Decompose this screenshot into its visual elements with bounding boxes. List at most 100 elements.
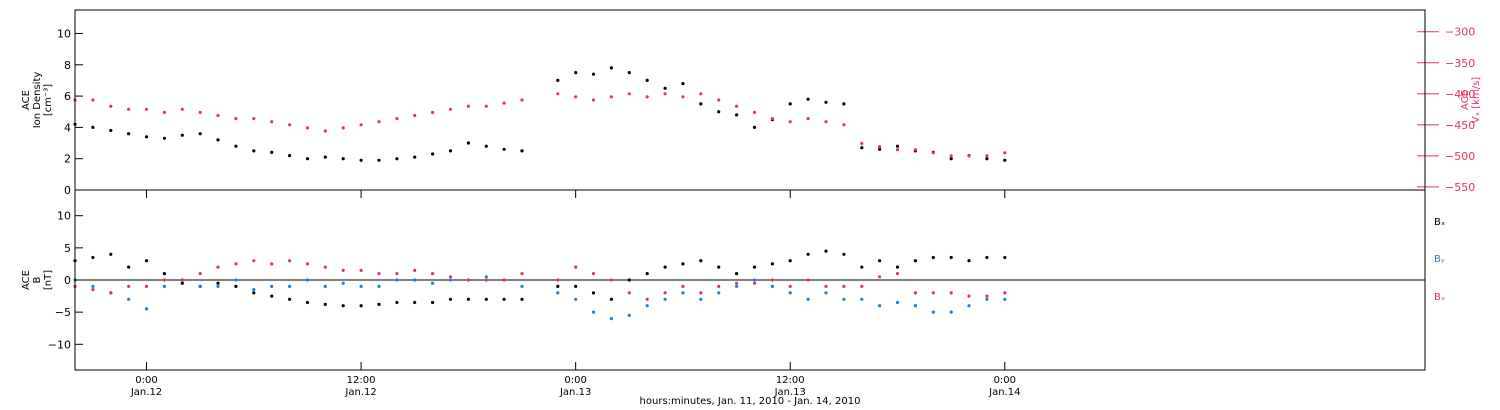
top-series-1-point-13	[305, 126, 310, 130]
bottom-series-1-point-15	[341, 281, 345, 285]
bottom-series-0-point-19	[413, 300, 417, 305]
top-series-0-point-5	[162, 136, 166, 140]
bottom-series-1-point-49	[967, 304, 971, 308]
top-series-0-point-50	[985, 157, 989, 161]
bottom-series-2-point-40	[806, 278, 810, 282]
bottom-series-0-point-44	[878, 259, 882, 263]
bottom-series-1-point-20	[431, 281, 435, 285]
bottom-series-0-point-14	[323, 302, 327, 306]
bottom-series-0-point-48	[949, 255, 953, 260]
bottom-series-0-point-4	[144, 259, 149, 263]
bottom-series-2-point-33	[681, 284, 685, 288]
top-ylabel-line-2: [cm⁻³]	[43, 84, 54, 116]
x-axis-ticks: 0:00Jan.1212:00Jan.120:00Jan.1312:00Jan.…	[130, 190, 1020, 398]
bottom-series-0-point-21	[448, 297, 453, 301]
top-series-1-point-27	[574, 95, 578, 99]
bottom-series-0-point-46	[913, 259, 918, 263]
bottom-panel: −10 −5 0 5 10 ACEB[nT] Bₓ Bᵧ Bₓ	[21, 189, 1445, 371]
top-ytick-label-1: 2	[64, 153, 71, 166]
top-series-0-point-17	[377, 158, 381, 162]
top-series-0-point-7	[198, 132, 202, 136]
top-series-0-point-45	[895, 144, 900, 148]
top-series-1-point-38	[770, 117, 775, 121]
bottom-series-2-point-10	[252, 259, 256, 263]
bottom-series-2-point-3	[127, 284, 131, 288]
bottom-series-2-point-25	[520, 272, 524, 276]
bottom-series-1-point-28	[591, 310, 596, 314]
top-series-1-point-33	[681, 95, 685, 99]
top-series-0-point-27	[574, 71, 578, 75]
bottom-ytick-label-0: −10	[48, 338, 71, 351]
bottom-series-2-point-18	[395, 272, 399, 276]
bottom-series-2-point-39	[788, 284, 792, 288]
top-series-1-point-10	[252, 117, 256, 121]
legend-entry-1: Bᵧ	[1434, 254, 1445, 265]
bottom-series-0-point-3	[127, 265, 131, 269]
bottom-ylabel-line-0: ACE	[21, 270, 32, 290]
top-series-0-point-6	[180, 133, 184, 137]
bottom-left-axis-ticks: −10 −5 0 5 10	[48, 210, 83, 351]
bottom-series-1-point-11	[270, 284, 274, 288]
bottom-series-1-point-50	[985, 297, 989, 301]
top-series-0-point-37	[752, 125, 757, 129]
bottom-series-1-point-26	[556, 291, 560, 295]
top-series-0-point-18	[395, 157, 399, 161]
top-series-0-point-48	[949, 157, 953, 161]
top-series-0-point-14	[323, 155, 327, 159]
bottom-series-0-point-31	[645, 272, 649, 276]
top-panel-ylabel: ACEIon Density[cm⁻³]	[21, 72, 54, 129]
top-series-1-point-46	[913, 148, 918, 152]
bottom-series-0-point-38	[770, 262, 775, 266]
bottom-series-1-point-21	[448, 278, 453, 282]
bottom-series-1-point-25	[520, 284, 524, 288]
top-ylabel-line-0: ACE	[21, 90, 32, 110]
bottom-series-0-point-1	[91, 255, 95, 260]
bottom-series-0-point-17	[377, 302, 381, 306]
bottom-series-1-point-32	[663, 297, 667, 301]
top-series-1-point-1	[91, 98, 95, 102]
x-axis-label: hours:minutes, Jan. 11, 2010 - Jan. 14, …	[640, 396, 861, 407]
bottom-series-2-point-38	[770, 278, 775, 282]
bottom-series-0-point-45	[895, 265, 900, 269]
bottom-series-2-point-30	[627, 291, 631, 295]
bottom-series-1-point-47	[931, 310, 935, 314]
bottom-series-1-point-27	[574, 297, 578, 301]
top-series-1-point-12	[288, 123, 292, 127]
bottom-series-2-point-11	[270, 262, 274, 266]
bottom-series-1-point-41	[824, 291, 828, 295]
top-series-0-point-2	[109, 128, 113, 133]
bottom-series-1-point-37	[752, 278, 757, 282]
top-series-1-point-44	[878, 145, 882, 149]
bottom-series-0-point-51	[1003, 255, 1007, 260]
top-series-1-point-6	[180, 107, 184, 111]
bottom-series-0-point-27	[574, 284, 578, 288]
top-series-1-point-32	[663, 92, 667, 96]
top-y2tick-label-0: −300	[1445, 26, 1475, 39]
top-series-1-point-34	[699, 92, 703, 96]
bottom-series-1-point-31	[645, 304, 649, 308]
bottom-series-2-point-46	[913, 291, 918, 295]
bottom-series-2-point-34	[699, 291, 703, 295]
bottom-series-1-point-16	[359, 284, 363, 288]
bottom-series-1-point-43	[860, 297, 864, 301]
top-series-1-point-29	[609, 95, 614, 99]
xtick-time-1: 12:00	[347, 375, 376, 386]
top-series-1-point-36	[735, 104, 739, 108]
bottom-series-2-point-44	[878, 275, 882, 279]
bottom-series-1-point-29	[609, 317, 614, 321]
top-series-1-point-22	[466, 104, 470, 108]
top-series-1-point-16	[359, 123, 363, 127]
bottom-series-0-point-2	[109, 252, 113, 256]
bottom-series-2-point-21	[448, 275, 453, 279]
bottom-series-2-point-20	[431, 272, 435, 276]
bottom-series-2-point-36	[735, 281, 739, 285]
bottom-ylabel-line-2: [nT]	[43, 270, 54, 290]
top-series-0-point-26	[556, 78, 560, 82]
top-series-0-point-43	[860, 146, 864, 150]
bottom-series-2-point-16	[359, 268, 363, 272]
bottom-series-2-point-1	[91, 288, 95, 292]
bottom-panel-ylabel: ACEB[nT]	[21, 270, 54, 290]
top-series-1-point-39	[788, 120, 792, 124]
top-series-1-point-37	[752, 110, 757, 114]
